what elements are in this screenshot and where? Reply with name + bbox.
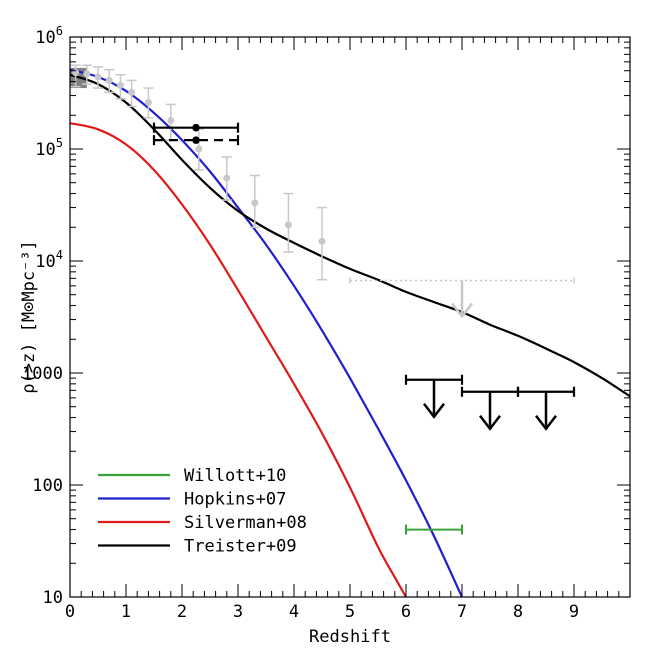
- y-tick-label: 104: [35, 248, 63, 272]
- gray-point: [144, 99, 152, 107]
- gray-point: [167, 116, 175, 124]
- range-bar-point: [192, 123, 200, 132]
- gray-data-point: [165, 103, 176, 141]
- y-tick-label-base: 10: [35, 28, 55, 48]
- gray-data-point: [317, 206, 327, 281]
- x-tick-label: 2: [177, 602, 187, 622]
- gray-data-point: [93, 66, 103, 89]
- x-tick-label: 7: [457, 602, 467, 622]
- legend-label: Willott+10: [184, 466, 286, 486]
- curve-treister-09: [70, 73, 630, 398]
- gray-point: [195, 145, 203, 153]
- clipped-marks: [70, 67, 630, 597]
- y-tick-label-base: 10: [43, 588, 63, 608]
- y-tick-label: 1000: [22, 364, 63, 384]
- gray-point: [83, 70, 91, 78]
- y-tick-label: 105: [35, 136, 63, 160]
- gray-data-point: [249, 174, 260, 229]
- y-tick-label: 100: [32, 476, 63, 496]
- gray-data-point: [126, 79, 137, 108]
- gray-point: [318, 237, 326, 245]
- x-tick-label: 5: [345, 602, 355, 622]
- gray-data-point: [70, 64, 81, 88]
- x-tick-label: 9: [569, 602, 579, 622]
- upper-limit-arrow: [479, 391, 501, 431]
- x-tick-label: 6: [401, 602, 411, 622]
- upper-limit-arrow: [535, 391, 557, 431]
- gray-data-point: [221, 156, 232, 201]
- upper-limit-arrow-head: [535, 414, 557, 431]
- gray-data-point: [104, 69, 115, 94]
- x-tick-label: 8: [513, 602, 523, 622]
- range-bar-point: [192, 136, 200, 144]
- legend: Willott+10 Hopkins+07 Silverman+08 Treister…: [98, 466, 307, 557]
- gray-point: [284, 221, 292, 229]
- gray-upper-limit-arrow-head: [451, 302, 473, 319]
- legend-label: Hopkins+07: [184, 490, 286, 510]
- plot-area: [70, 64, 630, 597]
- dashed-range-bar: [152, 135, 240, 146]
- gray-data-point: [115, 74, 126, 100]
- curve-silverman-08: [70, 122, 407, 597]
- legend-label: Silverman+08: [184, 513, 307, 533]
- y-tick-label-base: 1000: [22, 364, 63, 384]
- gray-data-point: [81, 64, 92, 85]
- x-tick-label: 1: [121, 602, 131, 622]
- plot-frame: [69, 36, 631, 598]
- y-tick-label-base: 100: [32, 476, 63, 496]
- y-tick-label: 10: [43, 588, 63, 608]
- y-tick-label-base: 10: [35, 252, 55, 272]
- y-tick-label-exponent: 4: [56, 248, 63, 262]
- axis-ticks: [69, 36, 631, 598]
- upper-limit-arrow-head: [479, 414, 501, 431]
- y-axis-label: ρ(>z) [M⊙Mpc⁻³]: [19, 240, 39, 394]
- x-tick-label: 3: [233, 602, 243, 622]
- curve-hopkins-07: [70, 68, 463, 597]
- x-tick-label: 4: [289, 602, 299, 622]
- upper-limit-arrow-head: [423, 403, 445, 419]
- gray-point: [105, 76, 113, 84]
- y-tick-label: 106: [35, 24, 63, 48]
- x-tick-label: 0: [65, 602, 75, 622]
- x-axis-label: Redshift: [309, 627, 391, 647]
- gray-point: [128, 88, 136, 96]
- willott-errorbar: [405, 524, 463, 535]
- y-tick-label-exponent: 5: [56, 136, 63, 150]
- gray-upper-limit-arrow: [451, 280, 473, 319]
- upper-limit-arrow: [423, 379, 445, 419]
- gray-point: [223, 174, 231, 182]
- gray-data-point: [283, 192, 294, 253]
- y-tick-label-exponent: 6: [56, 24, 63, 38]
- gray-point: [116, 81, 124, 89]
- gray-point: [251, 199, 259, 207]
- gray-point: [94, 73, 102, 81]
- gray-data-point: [143, 87, 154, 119]
- legend-label: Treister+09: [184, 537, 297, 557]
- y-tick-label-base: 10: [35, 140, 55, 160]
